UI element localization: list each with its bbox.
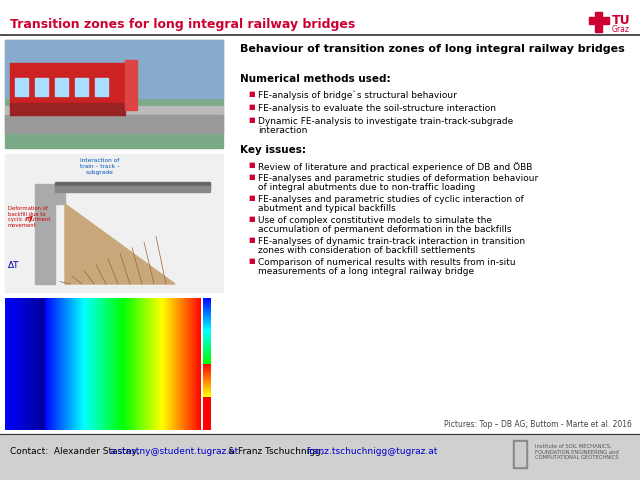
Text: Behaviour of transition zones of long integral railway bridges: Behaviour of transition zones of long in… — [240, 44, 625, 54]
Text: ■: ■ — [248, 216, 255, 222]
Text: abutment and typical backfills: abutment and typical backfills — [258, 204, 396, 213]
Text: accumulation of permanent deformation in the backfills: accumulation of permanent deformation in… — [258, 225, 511, 234]
Text: & Franz Tschuchnigg,: & Franz Tschuchnigg, — [228, 447, 323, 456]
Text: Deformation of
backfill due to
cyclic abutment
movement: Deformation of backfill due to cyclic ab… — [8, 206, 51, 228]
Text: ΔT: ΔT — [8, 261, 19, 270]
Text: zones with consideration of backfill settlements: zones with consideration of backfill set… — [258, 246, 475, 255]
Text: Key issues:: Key issues: — [240, 145, 306, 155]
Text: Pictures: Top – DB AG; Buttom - Marte et al. 2016: Pictures: Top – DB AG; Buttom - Marte et… — [444, 420, 632, 429]
Text: Dynamic FE-analysis to investigate train-track-subgrade: Dynamic FE-analysis to investigate train… — [258, 117, 513, 126]
Text: FE-analysis of bridge`s structural behaviour: FE-analysis of bridge`s structural behav… — [258, 91, 457, 100]
Text: ■: ■ — [248, 174, 255, 180]
Text: FE-analyses and parametric studies of cyclic interaction of: FE-analyses and parametric studies of cy… — [258, 195, 524, 204]
Bar — [5, 115, 223, 133]
Bar — [10, 63, 125, 108]
Text: FE-analyses of dynamic train-track interaction in transition: FE-analyses of dynamic train-track inter… — [258, 237, 525, 246]
Text: measurements of a long integral railway bridge: measurements of a long integral railway … — [258, 267, 474, 276]
Text: Transition zones for long integral railway bridges: Transition zones for long integral railw… — [10, 18, 355, 31]
Text: FE-analyses and parametric studies of deformation behaviour: FE-analyses and parametric studies of de… — [258, 174, 538, 183]
Bar — [595, 12, 602, 32]
Bar — [10, 103, 125, 115]
Bar — [125, 60, 137, 110]
Bar — [75, 78, 88, 96]
Polygon shape — [35, 184, 65, 284]
Bar — [513, 440, 527, 468]
Bar — [515, 442, 525, 466]
Bar — [35, 78, 48, 96]
Text: ■: ■ — [248, 258, 255, 264]
Text: interaction: interaction — [258, 126, 307, 135]
Bar — [5, 40, 223, 98]
Bar — [15, 78, 28, 96]
Text: Interaction of
train – track –
subgrade: Interaction of train – track – subgrade — [80, 158, 120, 175]
Bar — [55, 186, 210, 192]
Text: ■: ■ — [248, 162, 255, 168]
Text: franz.tschuchnigg@tugraz.at: franz.tschuchnigg@tugraz.at — [307, 447, 438, 456]
Text: Institute of SOIL MECHANICS,
FOUNDATION ENGINEERING and
COMPUTATIONAL GEOTECHNIC: Institute of SOIL MECHANICS, FOUNDATION … — [535, 444, 619, 460]
Text: of integral abutments due to non-traffic loading: of integral abutments due to non-traffic… — [258, 183, 476, 192]
Bar — [589, 17, 609, 24]
Bar — [55, 78, 68, 96]
Text: Numerical methods used:: Numerical methods used: — [240, 74, 390, 84]
Text: TU: TU — [612, 14, 630, 27]
Text: Review of literature and practical experience of DB and ÖBB: Review of literature and practical exper… — [258, 162, 532, 172]
Text: Comparison of numerical results with results from in-situ: Comparison of numerical results with res… — [258, 258, 516, 267]
Text: Use of complex constitutive models to simulate the: Use of complex constitutive models to si… — [258, 216, 492, 225]
Text: ■: ■ — [248, 104, 255, 110]
Bar — [5, 106, 223, 118]
Polygon shape — [65, 204, 175, 284]
Bar — [0, 434, 640, 480]
Text: ■: ■ — [248, 91, 255, 97]
Text: ■: ■ — [248, 117, 255, 123]
Text: ■: ■ — [248, 237, 255, 243]
Text: a.stastny@student.tugraz.at: a.stastny@student.tugraz.at — [110, 447, 239, 456]
Text: Graz: Graz — [612, 25, 630, 34]
Text: ■: ■ — [248, 195, 255, 201]
Text: FE-analysis to evaluate the soil-structure interaction: FE-analysis to evaluate the soil-structu… — [258, 104, 496, 113]
Text: Contact:  Alexander Stastny,: Contact: Alexander Stastny, — [10, 447, 140, 456]
Bar — [5, 40, 223, 148]
Bar — [5, 154, 223, 292]
Bar — [95, 78, 108, 96]
Bar — [55, 182, 210, 188]
